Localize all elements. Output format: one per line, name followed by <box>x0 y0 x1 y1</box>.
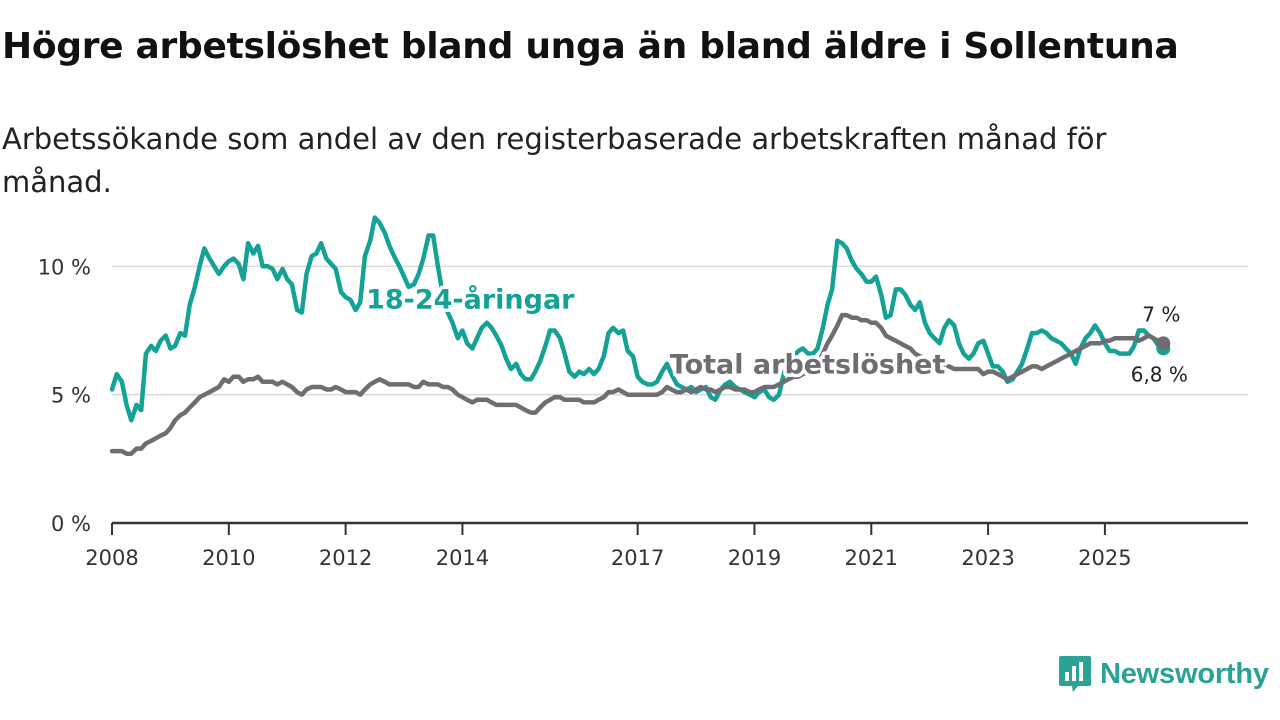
x-tick-label: 2008 <box>85 546 138 570</box>
x-tick-label: 2010 <box>202 546 255 570</box>
x-tick-label: 2021 <box>845 546 898 570</box>
x-axis-ticks: 2008 2010 2012 2014 2017 2019 2021 2023 2025 <box>85 523 1132 570</box>
x-tick-label: 2014 <box>436 546 489 570</box>
end-point-total <box>1156 336 1171 351</box>
newsworthy-logo-icon <box>1059 656 1091 692</box>
x-tick-label: 2025 <box>1078 546 1131 570</box>
newsworthy-logo: Newsworthy <box>1058 654 1269 694</box>
x-tick-label: 2017 <box>611 546 664 570</box>
y-axis-ticks: 0 % 5 % 10 % <box>38 255 91 536</box>
y-tick-label: 0 % <box>51 512 91 536</box>
series-line-youth <box>109 215 1166 423</box>
y-tick-label: 10 % <box>38 255 91 279</box>
series-label-youth: 18-24-åringar <box>366 284 575 316</box>
series-label-total: Total arbetslöshet <box>670 349 946 380</box>
chart-title: Högre arbetslöshet bland unga än bland ä… <box>2 26 1179 67</box>
x-tick-label: 2019 <box>728 546 781 570</box>
chart-subtitle: Arbetssökande som andel av den registerb… <box>2 122 1107 199</box>
series-line-total <box>109 312 1166 456</box>
series-lines <box>109 215 1171 456</box>
y-tick-label: 5 % <box>51 384 91 408</box>
brand-name: Newsworthy <box>1100 657 1269 690</box>
end-value-youth: 6,8 % <box>1131 362 1188 386</box>
series-labels: 18-24-åringar Total arbetslöshet 7 % 6,8 % <box>363 280 1192 390</box>
x-tick-label: 2023 <box>961 546 1014 570</box>
end-value-total: 7 % <box>1142 302 1180 326</box>
x-tick-label: 2012 <box>319 546 372 570</box>
